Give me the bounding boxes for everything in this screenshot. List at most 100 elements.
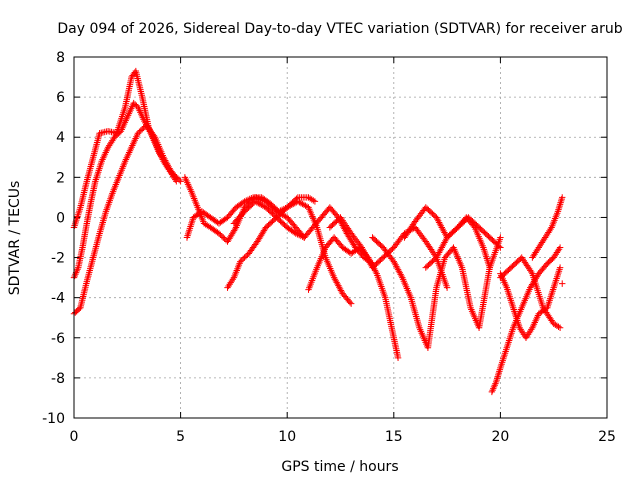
- data-point: [337, 214, 344, 221]
- data-point: [521, 259, 529, 266]
- data-point: [556, 264, 564, 271]
- data-point: [403, 231, 410, 238]
- y-tick-label: 4: [56, 130, 65, 146]
- data-point: [539, 304, 547, 311]
- data-point: [340, 219, 347, 226]
- series-arc-b: [70, 99, 180, 281]
- data-point: [162, 158, 170, 166]
- data-point: [422, 238, 429, 245]
- data-point: [372, 268, 380, 276]
- data-point: [495, 243, 503, 250]
- data-point: [347, 300, 355, 307]
- y-tick-label: -10: [42, 411, 65, 427]
- data-point: [425, 243, 433, 250]
- x-tick-label: 20: [491, 429, 509, 445]
- data-point: [331, 276, 339, 283]
- data-point: [394, 264, 401, 272]
- y-tick-label: -6: [51, 331, 65, 347]
- data-point: [139, 126, 146, 133]
- data-point: [161, 155, 168, 163]
- series-arc-j: [369, 234, 504, 352]
- y-tick-label: 8: [56, 50, 65, 66]
- data-point: [215, 230, 223, 237]
- data-point: [341, 220, 348, 228]
- series-outlier: [559, 280, 566, 287]
- data-point: [344, 225, 352, 232]
- data-point: [177, 178, 184, 185]
- y-tick-label: 0: [56, 210, 65, 226]
- data-point: [524, 263, 532, 271]
- data-point: [548, 317, 555, 324]
- y-tick-label: 2: [56, 170, 65, 186]
- data-point: [427, 246, 435, 253]
- data-point: [520, 257, 528, 264]
- data-point: [392, 261, 399, 268]
- data-point: [405, 227, 412, 235]
- data-point: [541, 307, 549, 315]
- series-arc-p: [529, 194, 566, 261]
- y-tick-label: -2: [51, 251, 65, 267]
- tick-layer: [73, 56, 608, 419]
- x-tick-label: 15: [385, 429, 403, 445]
- data-point: [402, 232, 409, 240]
- data-point: [522, 260, 530, 268]
- marks-layer: [70, 67, 566, 396]
- data-point: [544, 310, 551, 318]
- chart-title: Day 094 of 2026, Sidereal Day-to-day VTE…: [57, 21, 622, 37]
- x-tick-label: 5: [176, 429, 185, 445]
- data-point: [336, 285, 344, 293]
- data-point: [523, 262, 531, 269]
- data-point: [409, 221, 417, 228]
- data-point: [174, 175, 181, 182]
- data-point: [398, 272, 405, 280]
- data-point: [310, 197, 317, 204]
- data-point: [342, 222, 350, 229]
- data-point: [346, 299, 354, 306]
- series-arc-g: [230, 198, 376, 267]
- y-tick-label: -8: [51, 371, 65, 387]
- data-point: [238, 257, 245, 264]
- data-point: [401, 234, 408, 241]
- data-point: [357, 242, 364, 250]
- series-arc-l: [422, 214, 493, 271]
- series-arc-a: [70, 67, 180, 231]
- data-point: [134, 130, 142, 137]
- series-arc-n: [497, 264, 564, 341]
- x-tick-label: 0: [70, 429, 79, 445]
- data-point: [518, 254, 525, 261]
- data-point: [167, 166, 174, 174]
- data-point: [164, 162, 172, 169]
- data-point: [390, 258, 397, 265]
- y-axis-label: SDTVAR / TECUs: [7, 181, 23, 296]
- data-point: [404, 229, 411, 236]
- y-tick-label: -4: [51, 291, 65, 307]
- data-point: [168, 170, 176, 177]
- data-point: [311, 198, 319, 205]
- data-point: [497, 244, 504, 251]
- x-tick-label: 10: [278, 429, 296, 445]
- data-point: [336, 284, 343, 291]
- data-point: [173, 174, 180, 181]
- data-point: [408, 223, 416, 230]
- data-point: [424, 241, 432, 248]
- plot-frame: [73, 56, 608, 419]
- data-point: [556, 324, 564, 331]
- data-point: [242, 253, 250, 260]
- data-point: [423, 239, 431, 247]
- data-point: [218, 232, 226, 240]
- data-point: [217, 231, 224, 239]
- data-point: [406, 226, 413, 233]
- series-arc-o: [497, 254, 564, 331]
- data-point: [171, 172, 179, 180]
- data-point: [170, 171, 177, 178]
- data-point: [443, 284, 451, 291]
- data-point: [339, 217, 346, 224]
- data-point: [345, 227, 353, 234]
- series-arc-c: [70, 121, 184, 317]
- data-point: [150, 132, 158, 139]
- tick-label-layer: 0 5 10 15 20 25 -10 -8 -6 -4 -2 0 2 4 6 8: [42, 50, 616, 445]
- data-point: [394, 266, 402, 273]
- data-point: [407, 224, 415, 232]
- data-point: [334, 280, 341, 288]
- data-point: [497, 234, 504, 241]
